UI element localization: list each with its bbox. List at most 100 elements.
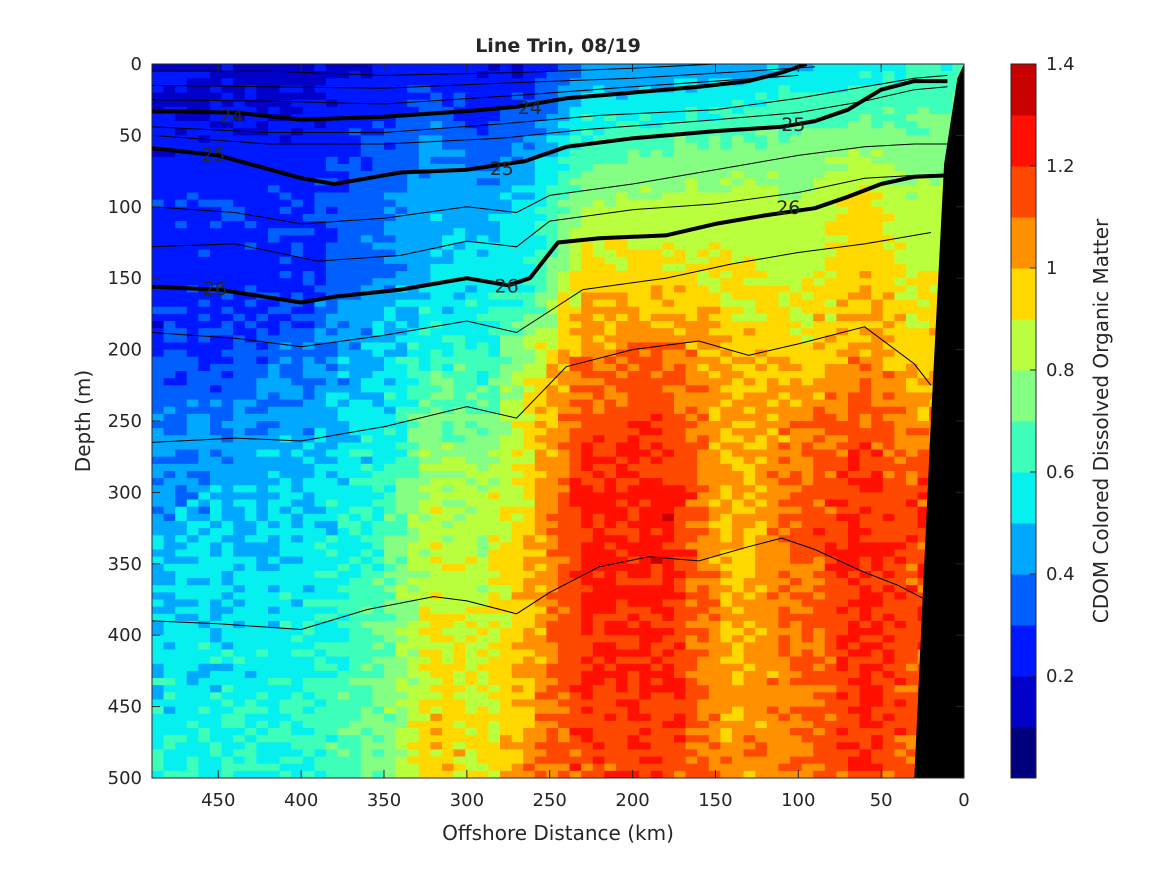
field-cell — [488, 413, 501, 422]
field-cell — [500, 428, 513, 436]
field-cell — [569, 763, 582, 772]
field-cell — [697, 663, 710, 672]
field-cell — [210, 763, 223, 772]
field-cell — [627, 99, 640, 108]
field-cell — [175, 535, 188, 543]
field-cell — [198, 535, 211, 543]
field-cell — [465, 378, 478, 386]
field-cell — [604, 242, 617, 251]
field-cell — [650, 299, 663, 308]
field-cell — [152, 613, 165, 622]
field-cell — [163, 478, 176, 486]
field-cell — [442, 292, 455, 301]
field-cell — [175, 442, 188, 451]
field-cell — [233, 470, 246, 479]
field-cell — [418, 478, 431, 486]
field-cell — [349, 742, 362, 751]
field-cell — [674, 442, 687, 451]
field-cell — [233, 92, 246, 101]
field-cell — [604, 699, 617, 708]
field-cell — [546, 328, 559, 336]
field-cell — [604, 313, 617, 322]
field-cell — [604, 763, 617, 772]
field-cell — [372, 292, 385, 301]
field-cell — [360, 613, 373, 622]
field-cell — [175, 642, 188, 651]
field-cell — [291, 149, 304, 158]
field-cell — [662, 106, 675, 115]
field-cell — [244, 421, 257, 429]
field-cell — [302, 178, 315, 186]
field-cell — [500, 235, 513, 244]
field-cell — [558, 256, 571, 265]
field-cell — [592, 313, 605, 322]
field-cell — [360, 163, 373, 172]
field-cell — [210, 78, 223, 87]
field-cell — [604, 385, 617, 394]
field-cell — [372, 478, 385, 486]
field-cell — [639, 470, 652, 479]
field-cell — [384, 649, 397, 658]
field-cell — [314, 371, 327, 379]
field-cell — [175, 206, 188, 215]
field-cell — [708, 635, 721, 643]
field-cell — [639, 620, 652, 629]
field-cell — [395, 349, 408, 358]
field-cell — [384, 670, 397, 679]
field-cell — [198, 720, 211, 729]
field-cell — [291, 649, 304, 658]
field-cell — [163, 506, 176, 515]
field-cell — [152, 228, 165, 236]
field-cell — [395, 199, 408, 208]
field-cell — [198, 306, 211, 315]
field-cell — [650, 192, 663, 201]
field-cell — [372, 442, 385, 451]
field-cell — [685, 570, 698, 579]
field-cell — [569, 485, 582, 493]
field-cell — [650, 485, 663, 493]
field-cell — [268, 728, 281, 736]
field-cell — [198, 713, 211, 722]
field-cell — [488, 156, 501, 165]
field-cell — [175, 256, 188, 265]
field-cell — [326, 563, 339, 572]
field-cell — [639, 442, 652, 451]
field-cell — [210, 513, 223, 522]
field-cell — [604, 456, 617, 465]
field-cell — [627, 570, 640, 579]
field-cell — [627, 235, 640, 244]
field-cell — [708, 770, 721, 778]
field-cell — [418, 485, 431, 493]
field-cell — [650, 570, 663, 579]
field-cell — [244, 106, 257, 115]
field-cell — [558, 399, 571, 408]
field-cell — [198, 692, 211, 701]
field-cell — [476, 99, 489, 108]
field-cell — [349, 256, 362, 265]
field-cell — [221, 678, 234, 686]
field-cell — [198, 356, 211, 365]
field-cell — [233, 570, 246, 579]
field-cell — [360, 756, 373, 765]
field-cell — [569, 449, 582, 458]
field-cell — [221, 756, 234, 765]
field-cell — [256, 692, 269, 701]
field-cell — [430, 156, 443, 165]
field-cell — [163, 178, 176, 186]
field-cell — [360, 106, 373, 115]
field-cell — [279, 413, 292, 422]
field-cell — [627, 520, 640, 529]
field-cell — [384, 456, 397, 465]
field-cell — [418, 513, 431, 522]
field-cell — [453, 585, 466, 593]
field-cell — [453, 642, 466, 651]
field-cell — [720, 442, 733, 451]
field-cell — [604, 349, 617, 358]
field-cell — [372, 535, 385, 543]
field-cell — [163, 263, 176, 272]
field-cell — [650, 292, 663, 301]
field-cell — [685, 342, 698, 351]
field-cell — [500, 413, 513, 422]
field-cell — [268, 470, 281, 479]
field-cell — [210, 121, 223, 129]
